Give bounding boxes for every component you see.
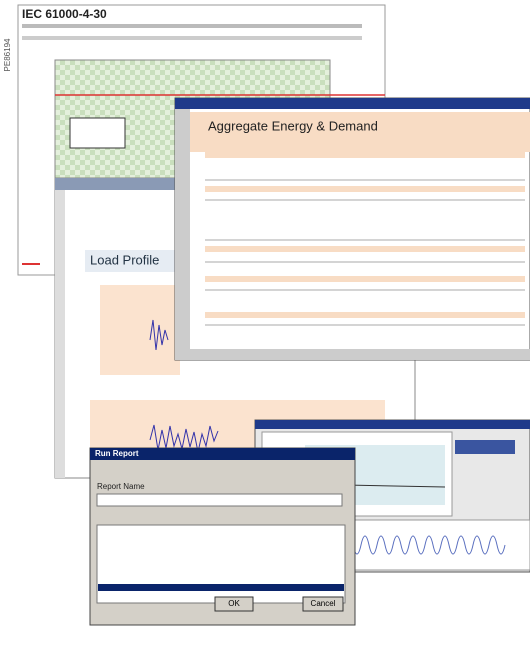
button-label: Cancel	[311, 599, 336, 608]
title-bar	[255, 420, 530, 429]
dialog-title: Run Report	[95, 449, 139, 458]
legend-box	[455, 440, 515, 454]
report-heading: IEC 61000-4-30	[22, 7, 107, 21]
report-list[interactable]	[96, 524, 346, 604]
toolbar	[175, 109, 190, 360]
cancel-button[interactable]	[302, 596, 344, 612]
status-bar	[175, 349, 530, 360]
ruler	[55, 190, 65, 478]
title-bar	[175, 98, 530, 109]
button-label: OK	[228, 599, 240, 608]
title-bar	[90, 448, 355, 460]
table-header	[205, 186, 525, 192]
text-field[interactable]	[96, 493, 343, 507]
header-band	[22, 36, 362, 40]
selected-row[interactable]	[98, 584, 344, 591]
report-heading: Aggregate Energy & Demand	[208, 118, 378, 133]
report-heading: Load Profile	[90, 252, 159, 267]
field-label: Report Name	[97, 482, 145, 491]
trace	[149, 424, 219, 453]
ok-button[interactable]	[214, 596, 254, 612]
annotation-box	[69, 117, 126, 149]
table-header	[205, 276, 525, 282]
heading-band	[190, 112, 530, 152]
trace	[149, 319, 169, 351]
table-header	[205, 152, 525, 158]
header-band	[22, 24, 362, 28]
run-report-dialog: Run Report Report Name OK Cancel	[89, 447, 356, 626]
side-code: PE86194	[3, 38, 12, 71]
table-header	[205, 312, 525, 318]
table-header	[205, 246, 525, 252]
plot-area	[100, 285, 180, 375]
aggregate-energy-window: Aggregate Energy & Demand	[174, 97, 530, 361]
